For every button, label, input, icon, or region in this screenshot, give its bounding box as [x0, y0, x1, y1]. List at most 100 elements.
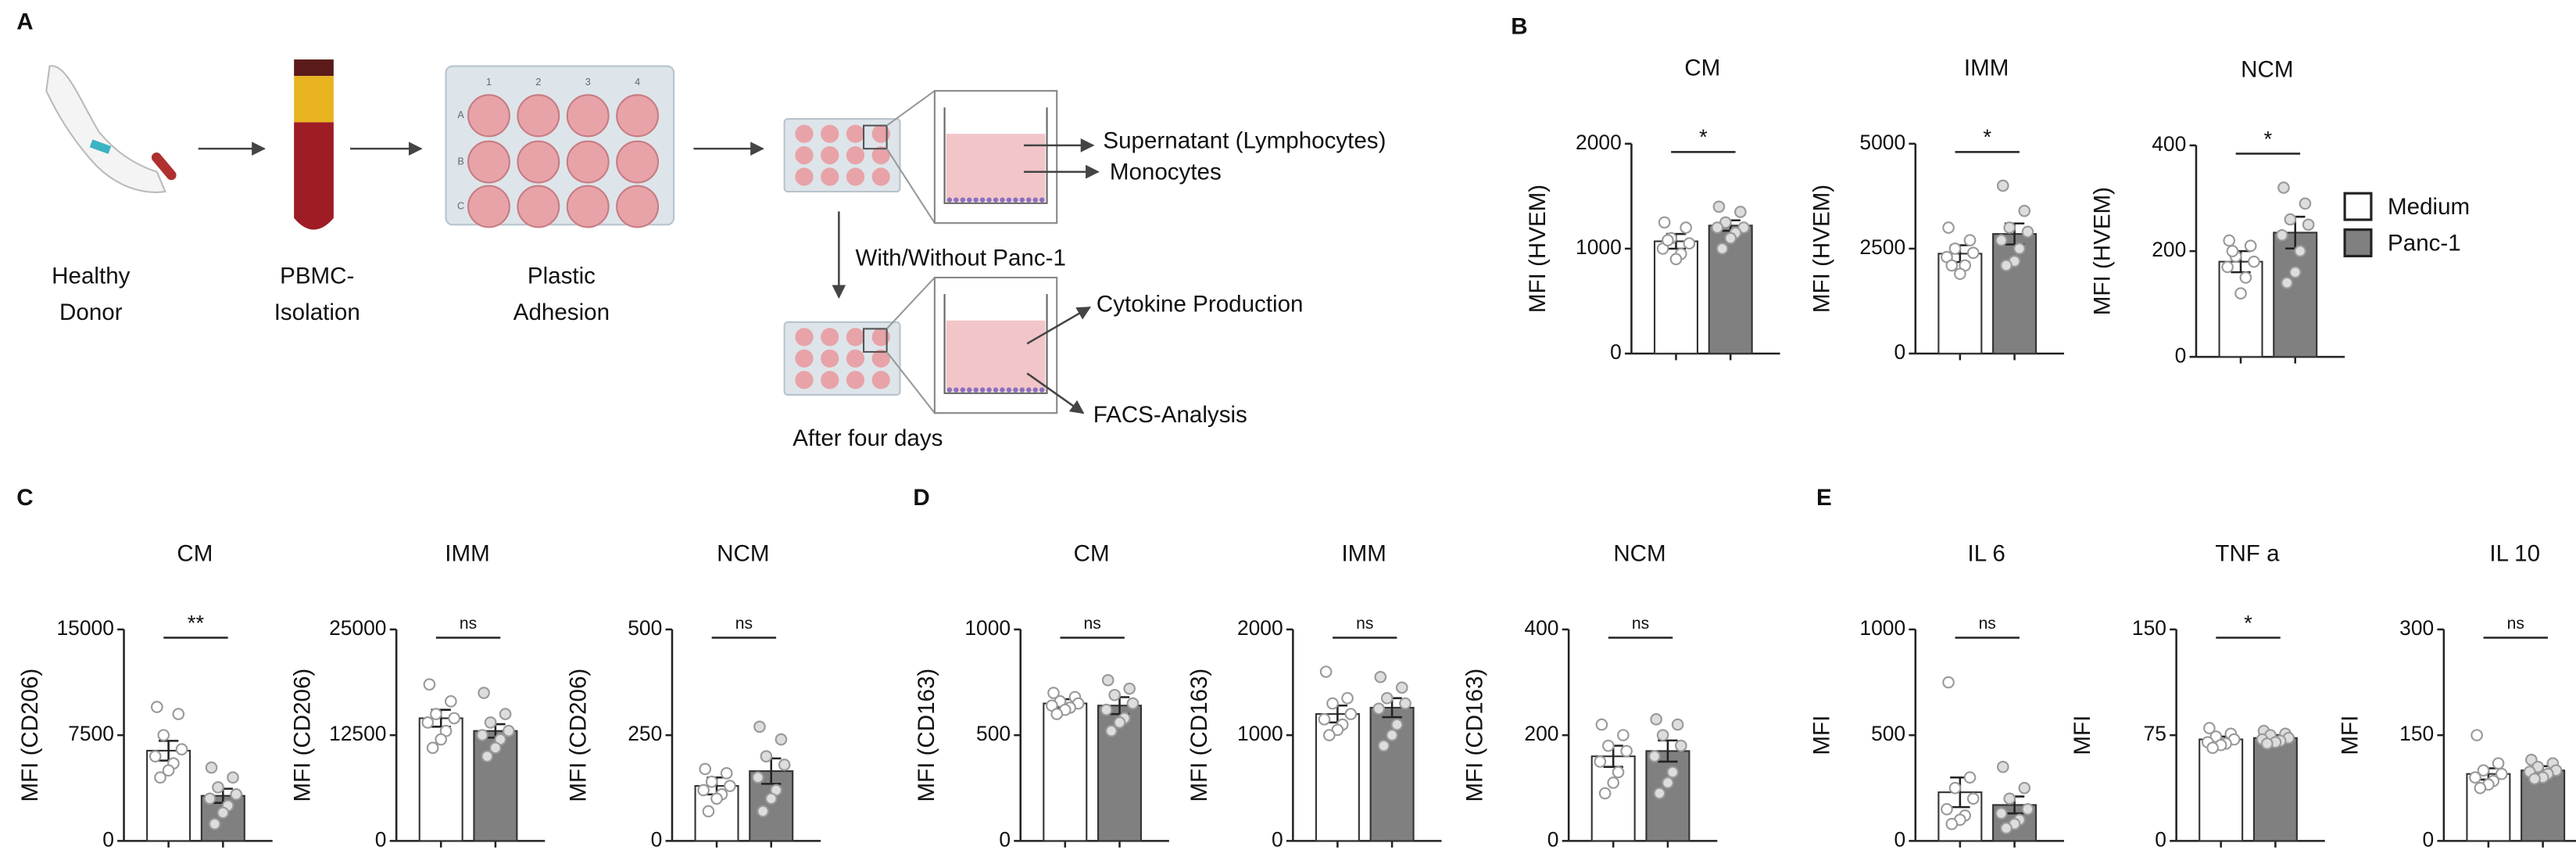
data-point — [1105, 724, 1118, 737]
well-wall — [943, 294, 1048, 394]
y-axis-label: MFI (CD206) — [565, 669, 591, 802]
well — [566, 94, 610, 138]
panel-label: B — [1511, 14, 1527, 40]
cell — [986, 197, 992, 203]
step-label: Plastic — [528, 264, 596, 289]
data-point — [2018, 204, 2031, 217]
data-point — [503, 724, 515, 737]
y-tick-label: 75 — [2144, 722, 2166, 745]
chart-title: CM — [1684, 56, 1720, 81]
output-label: Monocytes — [1110, 160, 1222, 185]
cell — [993, 197, 999, 203]
chart-title: CM — [177, 541, 213, 567]
significance-label: ns — [2507, 615, 2524, 633]
well — [821, 371, 839, 389]
data-point — [426, 741, 439, 755]
step-label: Isolation — [274, 299, 360, 325]
chart-title: IL 6 — [1968, 541, 2005, 567]
cell — [1013, 197, 1018, 203]
y-axis-label: MFI — [1809, 716, 1834, 755]
data-point — [2299, 197, 2312, 210]
data-point — [1963, 771, 1977, 784]
significance-label: ns — [1083, 615, 1100, 633]
data-point — [1656, 729, 1669, 741]
y-axis-label: MFI (HVEM) — [1525, 185, 1551, 313]
bar — [1043, 702, 1088, 842]
well — [467, 185, 510, 228]
data-point — [2000, 822, 2012, 834]
y-tick-label: 250 — [628, 722, 662, 745]
data-point — [702, 805, 715, 818]
data-point — [2203, 722, 2216, 734]
data-point — [2021, 802, 2034, 816]
data-point — [2223, 234, 2236, 247]
data-point — [1319, 665, 1333, 678]
chart-title: NCM — [1613, 541, 1665, 567]
chart-title: IMM — [1341, 541, 1386, 567]
chart-title: IMM — [445, 541, 489, 567]
significance-label: ns — [735, 615, 753, 633]
data-point — [1113, 716, 1126, 729]
cell — [973, 197, 979, 203]
well — [517, 94, 560, 138]
panel-label: E — [1816, 485, 1832, 511]
data-point — [1683, 237, 1696, 250]
time-label: After four days — [792, 425, 943, 451]
y-axis-label: MFI — [2070, 716, 2095, 755]
data-point — [481, 750, 494, 762]
data-point — [697, 784, 710, 797]
data-point — [2469, 771, 2481, 784]
small-plate — [783, 276, 1058, 414]
tube-plasma — [294, 76, 334, 123]
well — [871, 167, 890, 186]
data-point — [423, 678, 436, 691]
cell — [979, 387, 986, 393]
cell — [960, 387, 965, 393]
plate-column-label: 4 — [635, 77, 640, 88]
y-tick-label: 0 — [2155, 827, 2166, 851]
data-point — [699, 762, 712, 776]
cell — [973, 387, 979, 393]
well — [871, 328, 890, 346]
data-point — [1945, 817, 1959, 830]
treatment-label: With/Without Panc-1 — [855, 246, 1065, 271]
data-point — [2013, 242, 2026, 255]
cell — [1026, 387, 1032, 393]
data-point — [1399, 697, 1411, 710]
tourniquet — [89, 139, 112, 154]
y-tick-label: 150 — [2399, 722, 2434, 745]
data-point — [1620, 744, 1633, 758]
cell — [1006, 197, 1012, 203]
data-point — [1996, 760, 2009, 773]
y-tick-label: 2000 — [1576, 131, 1622, 154]
data-point — [1966, 246, 1980, 260]
plate-row-label: B — [457, 156, 463, 167]
cell — [960, 197, 965, 203]
data-point — [1662, 234, 1674, 247]
workflow-diagram: Healthy Donor PBMC- Isolation 1 2 3 4 A B C Pl… — [45, 59, 1386, 451]
cell — [1019, 387, 1025, 393]
well — [795, 349, 814, 368]
data-point — [1942, 676, 1955, 689]
y-tick-label: 0 — [102, 827, 114, 851]
data-point — [448, 712, 460, 725]
significance-label: * — [2244, 611, 2252, 635]
plate-row-label: A — [457, 109, 464, 120]
data-point — [2276, 229, 2288, 242]
step-label: Healthy — [52, 264, 130, 289]
y-tick-label: 12500 — [329, 722, 386, 745]
small-plate — [783, 90, 1058, 224]
y-tick-label: 5000 — [1859, 131, 1905, 154]
well — [871, 145, 890, 165]
data-point — [1101, 674, 1114, 687]
well — [795, 124, 814, 143]
data-point — [1666, 766, 1680, 779]
legend-label: Medium — [2388, 194, 2470, 220]
y-tick-label: 1000 — [1859, 616, 1905, 640]
wells: 1 2 3 4 A B C — [457, 77, 660, 228]
data-point — [1658, 216, 1671, 229]
plate — [783, 118, 901, 193]
data-point — [2496, 767, 2508, 780]
well — [517, 140, 560, 184]
